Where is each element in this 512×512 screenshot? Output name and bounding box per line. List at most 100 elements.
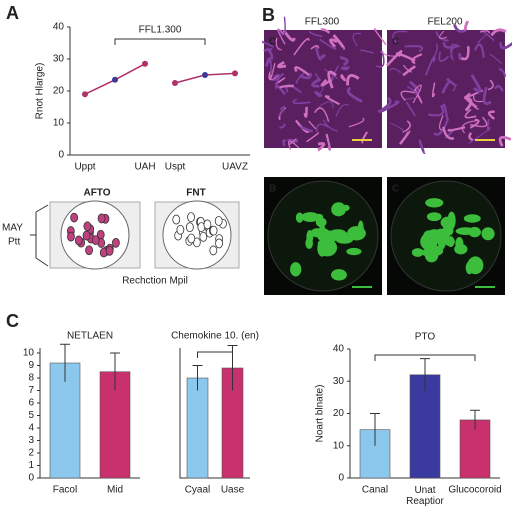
tissue-fiber (314, 85, 324, 96)
cell (209, 225, 218, 236)
y-tick-label: 1 (28, 460, 34, 471)
cell-cluster (295, 212, 304, 223)
tissue-fiber (299, 72, 312, 80)
x-tick-label: UAH (134, 162, 155, 173)
tissue-fiber (487, 79, 494, 91)
cell-cluster (434, 229, 450, 240)
tissue-fiber (373, 28, 387, 46)
tissue-fiber (278, 106, 286, 117)
cell-cluster (455, 227, 476, 236)
tissue-fiber (461, 120, 479, 134)
tissue-fiber (494, 84, 504, 92)
image-col-title: FEL200 (427, 17, 462, 28)
tissue-fiber (360, 49, 374, 54)
tissue-fiber (323, 68, 338, 80)
tissue-fiber (346, 74, 360, 86)
tissue-fiber (477, 33, 488, 44)
tissue-fiber (287, 138, 299, 145)
tissue-fiber (308, 31, 323, 37)
marker (202, 72, 208, 78)
tissue-fiber (293, 37, 310, 56)
cell-cluster (346, 247, 362, 256)
tissue-fiber (348, 117, 365, 128)
cell (172, 214, 181, 225)
cell (185, 222, 194, 233)
tissue-fiber (272, 73, 281, 84)
tissue-fiber (463, 96, 473, 112)
tissue-fiber (468, 129, 489, 144)
tissue-fiber (442, 126, 455, 140)
chart-title: PTO (415, 332, 436, 343)
cell (67, 231, 75, 242)
tissue-fiber (306, 132, 320, 143)
tissue-fiber (275, 84, 287, 96)
cell-cluster (305, 237, 313, 249)
tissue-fiber (322, 119, 338, 132)
error-bar (420, 358, 430, 391)
tissue-fiber (472, 93, 486, 103)
y-tick-label: 20 (53, 86, 65, 97)
cell-cluster (444, 237, 455, 247)
x-tick-label: Uspt (165, 162, 186, 173)
tissue-fiber (314, 73, 320, 83)
cell-cluster (301, 212, 320, 222)
tissue-fiber (275, 77, 286, 85)
tissue-fiber (473, 43, 485, 58)
panel-label: B (262, 5, 275, 25)
tissue-fiber (487, 110, 496, 120)
tissue-fiber (317, 54, 326, 61)
bar (186, 377, 209, 479)
y-tick-label: 4 (28, 423, 34, 434)
tissue-fiber (340, 66, 350, 71)
tissue-fiber (299, 125, 314, 133)
images: C C B C (261, 16, 512, 295)
tissue-fiber (282, 139, 287, 147)
cell-cluster (331, 202, 346, 217)
error-bar (227, 345, 238, 391)
x-tick-label: Glucocoroid (448, 485, 501, 496)
tissue-fiber (288, 138, 297, 146)
tissue-fiber (317, 101, 334, 109)
tissue-fiber (313, 107, 330, 122)
cell (209, 245, 218, 256)
tissue-fiber (269, 60, 273, 74)
tissue-fiber (389, 67, 402, 74)
error-bar (60, 343, 70, 382)
panel-label: A (6, 3, 19, 23)
tissue-fiber (268, 71, 280, 81)
image-letter: C (392, 37, 399, 48)
panel-label: C (6, 311, 19, 331)
label-line: Reaptior (406, 496, 444, 507)
tissue-fiber (406, 101, 416, 117)
cell (203, 219, 212, 230)
error-bar (370, 413, 380, 446)
cell (85, 245, 93, 256)
y-tick-label: 5 (28, 410, 34, 421)
tissue-fiber (308, 120, 317, 130)
tissue-fiber (314, 91, 323, 98)
tissue-fiber (288, 140, 300, 151)
bracket (30, 204, 49, 267)
tissue-fiber (335, 103, 349, 118)
chart-title: NETLAEN (67, 331, 113, 342)
side-label: MAY (2, 223, 23, 234)
y-tick-label: 40 (53, 22, 65, 33)
cell-cluster (342, 204, 350, 212)
x-tick-label: Uase (221, 485, 245, 496)
chart-title: Chemokine 10. (en) (171, 331, 259, 342)
cell (214, 216, 223, 226)
cell-cluster (411, 248, 424, 257)
y-axis-label: Noart blnate) (315, 385, 326, 443)
tissue-fiber (278, 84, 294, 89)
tissue-fiber (482, 86, 492, 105)
tissue-fiber (395, 52, 416, 62)
tissue-fiber (433, 117, 450, 136)
cell-cluster (357, 220, 364, 237)
annotation: FFL1.300 (139, 25, 182, 36)
marker (172, 80, 178, 86)
tissue-fiber (269, 63, 276, 80)
diagram-title: AFTO (83, 188, 110, 199)
y-tick-label: 10 (333, 440, 345, 451)
tissue-fiber (279, 16, 286, 36)
error-bar (470, 409, 480, 430)
